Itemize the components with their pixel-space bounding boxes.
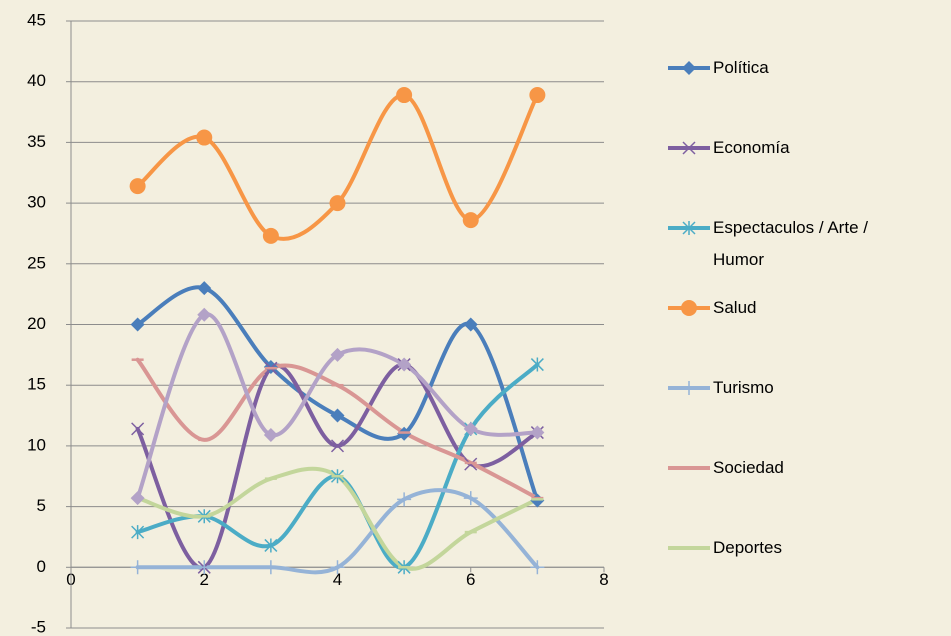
x-tick-label: 8 <box>599 570 608 589</box>
marker <box>131 525 145 540</box>
series-line <box>135 466 540 571</box>
marker <box>682 221 696 235</box>
legend-item: Economía <box>665 132 913 164</box>
legend-item: Deportes <box>665 532 913 564</box>
marker <box>462 212 479 229</box>
marker <box>463 421 478 436</box>
x-tick-label: 4 <box>333 570 342 589</box>
marker <box>197 560 212 575</box>
y-tick-label: 25 <box>27 253 46 272</box>
y-tick-label: 20 <box>27 314 46 333</box>
marker <box>529 87 546 104</box>
legend-label: Economía <box>713 138 790 157</box>
marker <box>530 560 545 575</box>
legend-label: Salud <box>713 298 757 317</box>
marker <box>330 560 345 575</box>
marker <box>130 560 145 575</box>
marker <box>330 347 345 362</box>
marker <box>530 357 544 372</box>
marker <box>197 307 212 322</box>
marker <box>397 492 412 507</box>
legend-swatch <box>668 381 710 395</box>
marker <box>682 381 696 395</box>
y-tick-label: 10 <box>27 435 46 454</box>
marker <box>197 281 212 296</box>
marker <box>681 300 697 316</box>
legend-item: Salud <box>665 292 913 324</box>
y-tick-label: 40 <box>27 71 46 90</box>
legend-swatch <box>668 546 710 550</box>
marker <box>329 195 346 212</box>
series-line <box>135 312 540 501</box>
marker <box>196 129 213 146</box>
legend-label: Deportes <box>713 538 782 557</box>
y-tick-label: 5 <box>37 496 46 515</box>
legend-swatch <box>668 61 710 75</box>
marker <box>530 425 545 440</box>
marker <box>262 227 279 244</box>
marker <box>682 61 696 75</box>
legend-swatch <box>668 221 710 235</box>
y-tick-label: 30 <box>27 193 46 212</box>
marker <box>682 141 696 155</box>
legend-item: Turismo <box>665 372 913 404</box>
y-tick-label: 45 <box>27 10 46 29</box>
marker <box>330 408 345 423</box>
marker <box>263 427 278 442</box>
legend-label: Turismo <box>713 378 774 397</box>
legend-label: Política <box>713 58 769 77</box>
marker <box>263 560 278 575</box>
marker <box>131 422 145 436</box>
legend-item: Espectaculos / Arte / Humor <box>665 212 913 276</box>
legend-swatch <box>668 300 710 316</box>
legend: Política Economía Espectaculos / Arte / Hu… <box>665 0 951 636</box>
y-tick-label: -5 <box>31 617 46 636</box>
marker <box>129 178 146 195</box>
marker <box>397 357 412 372</box>
y-tick-label: 0 <box>37 557 46 576</box>
marker <box>264 538 278 553</box>
legend-label: Sociedad <box>713 458 784 477</box>
x-tick-label: 6 <box>466 570 475 589</box>
legend-item: Política <box>665 52 913 84</box>
y-tick-label: 15 <box>27 375 46 394</box>
legend-swatch <box>668 141 710 155</box>
y-tick-label: 35 <box>27 132 46 151</box>
series-line <box>135 488 540 575</box>
marker <box>463 317 478 332</box>
marker <box>130 491 145 506</box>
marker <box>396 87 413 104</box>
legend-swatch <box>668 466 710 470</box>
marker <box>463 491 478 506</box>
x-tick-label: 2 <box>200 570 209 589</box>
marker <box>130 317 145 332</box>
marker <box>330 439 345 453</box>
legend-item: Sociedad <box>665 452 913 484</box>
legend-label: Espectaculos / Arte / Humor <box>713 218 868 269</box>
